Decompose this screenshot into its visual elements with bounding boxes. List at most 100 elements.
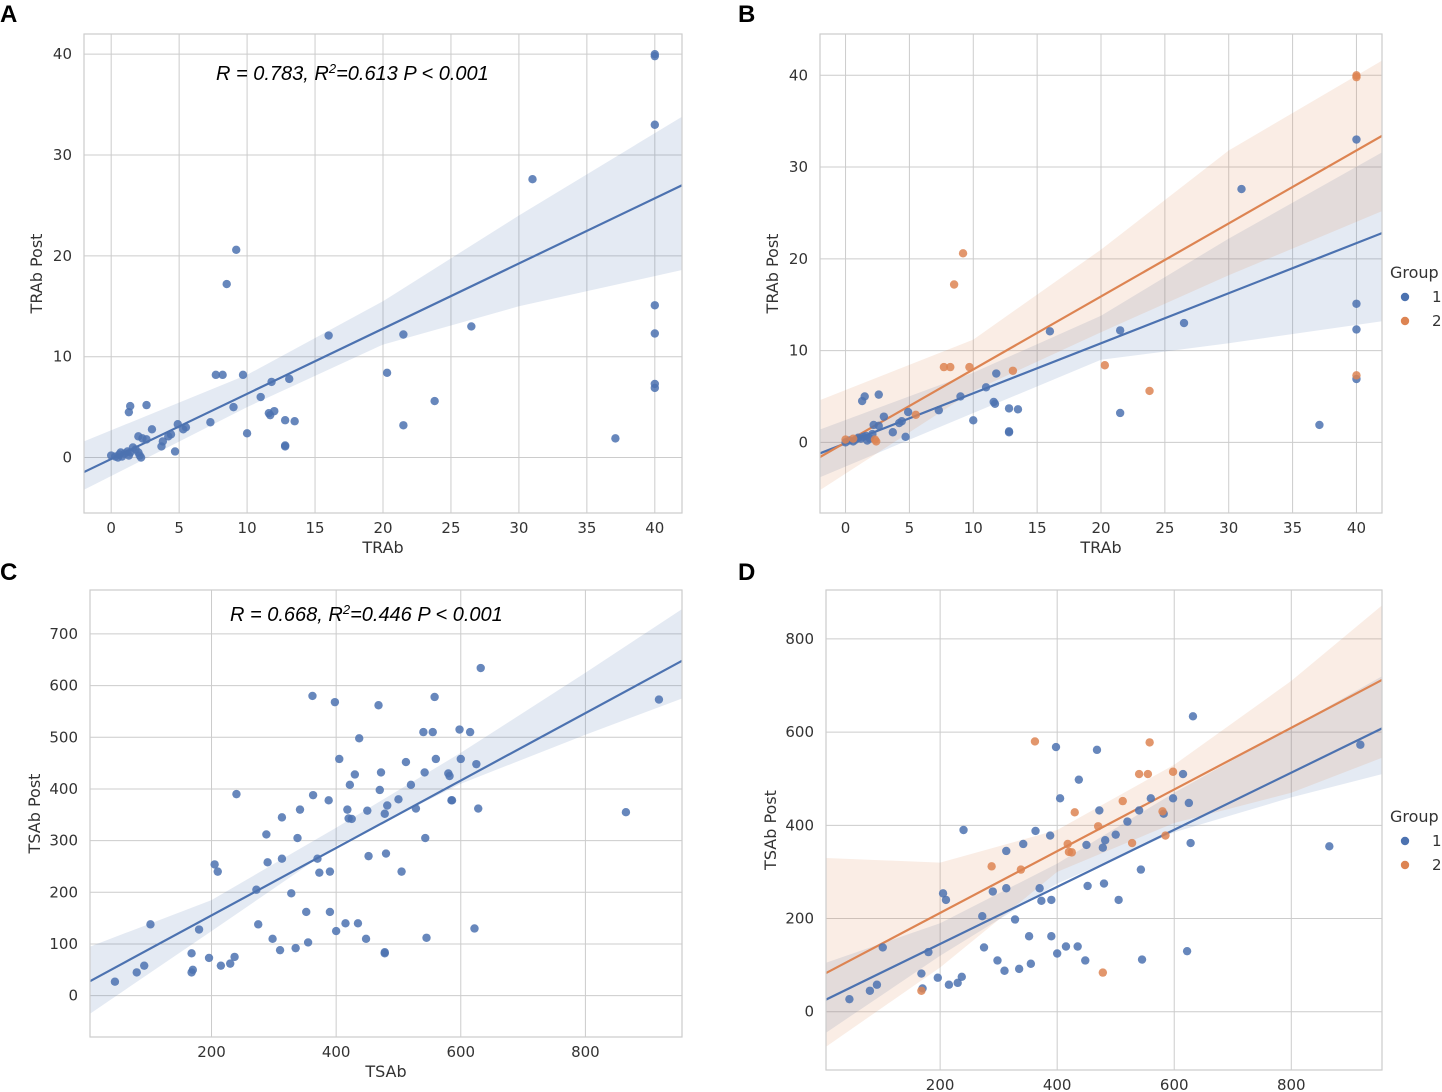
data-point-group-1	[204, 953, 214, 963]
legend-marker-group-2	[1400, 316, 1410, 326]
data-point-group-1	[981, 383, 991, 392]
x-tick-label: 20	[373, 519, 392, 537]
x-tick-label: 40	[645, 519, 664, 537]
data-point-group-1	[611, 434, 620, 443]
data-point-group-2	[1134, 769, 1144, 779]
data-point-group-1	[1002, 884, 1011, 893]
y-tick-label: 30	[53, 146, 72, 164]
data-point-group-1	[170, 447, 180, 456]
data-point-group-1	[934, 406, 943, 415]
data-point-group-1	[872, 980, 882, 989]
data-point-group-1	[1052, 949, 1062, 958]
data-point-group-1	[1031, 826, 1040, 836]
data-point-group-1	[470, 924, 479, 933]
data-point-group-1	[474, 804, 483, 813]
legend: Group 1 2	[1390, 807, 1442, 874]
regression-line-group-1	[826, 727, 1382, 1001]
data-point-group-1	[211, 370, 221, 380]
data-point-group-1	[1179, 318, 1189, 328]
data-point-group-1	[465, 727, 475, 737]
data-point-group-1	[287, 889, 296, 898]
y-axis-label: TSAb Post	[25, 774, 44, 855]
data-point-group-1	[430, 396, 439, 406]
x-tick-label: 35	[577, 519, 596, 537]
x-tick-label: 35	[1283, 519, 1302, 537]
data-point-group-1	[210, 860, 219, 869]
data-point-group-1	[1134, 806, 1144, 815]
data-point-group-1	[376, 768, 386, 777]
legend: Group 1 2	[1390, 263, 1442, 330]
data-point-group-1	[1237, 184, 1246, 194]
data-point-group-1	[1037, 896, 1046, 906]
y-tick-label: 0	[62, 449, 72, 467]
data-point-group-2	[1067, 848, 1077, 857]
data-point-group-2	[1352, 371, 1361, 380]
data-point-group-1	[252, 885, 261, 894]
data-point-group-1	[270, 406, 279, 416]
data-point-group-1	[455, 725, 464, 734]
data-point-group-2	[1008, 366, 1018, 375]
data-point-group-1	[146, 920, 155, 929]
data-point-group-1	[110, 977, 120, 986]
data-point-group-1	[140, 961, 149, 970]
axes-frame	[825, 589, 1383, 1071]
data-point-group-2	[965, 362, 974, 372]
data-point-group-2	[1098, 968, 1108, 977]
data-point-group-1	[1098, 843, 1108, 852]
data-point-group-1	[650, 51, 660, 61]
data-point-group-1	[380, 949, 389, 958]
data-point-group-1	[422, 933, 431, 942]
x-axis-label: TRAb	[361, 538, 403, 557]
data-point-group-1	[330, 697, 340, 707]
data-point-group-1	[1114, 895, 1123, 905]
y-tick-label: 40	[53, 45, 72, 63]
data-point-group-1	[173, 420, 182, 429]
data-point-group-1	[957, 972, 966, 981]
panel-label-d: D	[738, 559, 755, 586]
data-point-group-1	[375, 785, 384, 795]
panel-b: 0 5 10 15 20 25 30 35 40 0 10 20 30 40 TRAb TRAb Post Gr…	[763, 33, 1442, 557]
data-point-group-1	[1013, 405, 1023, 414]
data-point-group-2	[1158, 807, 1167, 816]
data-point-group-1	[878, 943, 887, 952]
data-point-group-1	[1000, 966, 1009, 975]
data-point-group-1	[1082, 840, 1091, 850]
data-point-group-2	[1127, 838, 1137, 848]
data-point-group-1	[147, 425, 157, 434]
data-point-group-1	[142, 435, 151, 444]
data-point-group-2	[1093, 822, 1103, 831]
data-point-group-1	[1115, 408, 1125, 418]
data-point-group-1	[1014, 964, 1024, 974]
x-tick-label: 10	[964, 519, 983, 537]
data-point-group-2	[1030, 737, 1040, 746]
data-point-group-1	[293, 833, 302, 843]
data-point-group-1	[447, 796, 457, 805]
data-point-group-1	[938, 889, 948, 898]
y-tick-label: 30	[789, 158, 808, 176]
data-point-group-1	[1002, 846, 1011, 856]
panel-label-c: C	[0, 559, 17, 586]
x-tick-label: 600	[1160, 1076, 1189, 1092]
x-tick-label: 800	[1277, 1076, 1306, 1092]
x-tick-label: 0	[106, 519, 116, 537]
correlation-annotation: R = 0.783, R2=0.613 P < 0.001	[216, 61, 489, 86]
axes-frame	[89, 589, 683, 1038]
data-point-group-1	[218, 370, 227, 380]
data-point-group-1	[1073, 942, 1082, 951]
y-tick-label: 10	[789, 342, 808, 360]
panel-label-b: B	[738, 1, 755, 28]
data-point-group-1	[308, 691, 317, 701]
data-point-group-1	[979, 943, 989, 952]
y-tick-label: 100	[49, 935, 78, 953]
data-point-group-1	[277, 813, 287, 822]
annotation-sup: 2	[342, 602, 351, 617]
data-point-group-1	[1024, 932, 1034, 941]
x-tick-label: 15	[305, 519, 324, 537]
data-point-group-1	[268, 934, 277, 944]
correlation-annotation: R = 0.668, R2=0.446 P < 0.001	[230, 602, 503, 627]
data-point-group-1	[1035, 884, 1044, 893]
data-point-group-1	[944, 980, 954, 989]
data-point-group-1	[1055, 794, 1065, 803]
panel-a: 0 5 10 15 20 25 30 35 40 0 10 20 30 40 TRAb TRAb Post R …	[27, 33, 683, 557]
regression-line-group-2	[820, 134, 1382, 458]
